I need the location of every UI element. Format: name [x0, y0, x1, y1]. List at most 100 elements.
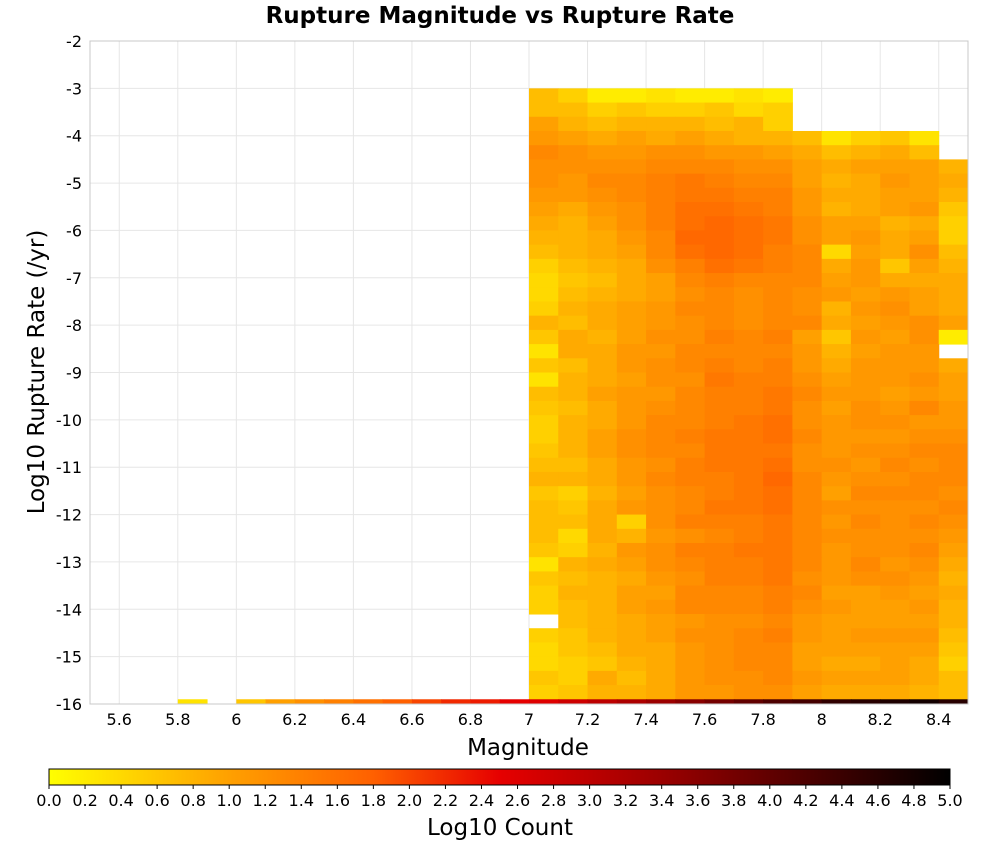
heatmap-cell [733, 159, 764, 175]
y-tick-label: -16 [56, 695, 82, 714]
heatmap-cell [558, 628, 589, 643]
heatmap-cell [529, 315, 559, 331]
heatmap-cell [646, 358, 676, 373]
heatmap-cell [675, 102, 706, 118]
colorbar-tick-label: 3.6 [685, 791, 710, 810]
heatmap-cell [821, 457, 852, 473]
heatmap-cell [558, 528, 589, 544]
heatmap-cell [529, 159, 559, 175]
heatmap-cell [646, 173, 676, 189]
heatmap-cell [763, 230, 793, 246]
heatmap-cell [909, 656, 940, 672]
heatmap-cell [616, 514, 647, 530]
heatmap-cell [704, 88, 735, 104]
heatmap-cell [792, 230, 823, 246]
heatmap-cell [763, 571, 793, 587]
heatmap-cell [733, 301, 764, 317]
heatmap-cell [909, 202, 940, 217]
heatmap-cell [675, 230, 706, 246]
heatmap-cell [733, 130, 764, 146]
heatmap-cell [938, 443, 969, 459]
heatmap-cell [909, 471, 940, 487]
heatmap-cell [909, 500, 940, 516]
heatmap-cell [646, 230, 676, 246]
heatmap-cell [763, 514, 793, 530]
heatmap-cell [529, 187, 559, 203]
heatmap-cell [558, 415, 589, 430]
heatmap-cell [616, 329, 647, 345]
heatmap-cell [558, 116, 589, 132]
colorbar-tick-label: 0.0 [36, 791, 61, 810]
heatmap-cell [558, 614, 589, 629]
heatmap-cell [880, 187, 910, 203]
heatmap-cell [558, 542, 589, 558]
heatmap-cell [558, 500, 589, 516]
heatmap-cell [587, 216, 618, 231]
heatmap-cell [938, 159, 969, 175]
heatmap-cell [850, 358, 881, 373]
heatmap-cell [587, 287, 618, 302]
heatmap-cell [792, 329, 823, 345]
heatmap-cell [704, 329, 735, 345]
y-axis-ticks: -2 -3 -4 -5 -6 -7 -8 -9 -10 -11 -12 -13 -14 -15 -16 [56, 32, 82, 714]
heatmap-cell [880, 628, 910, 643]
heatmap-cell [733, 386, 764, 402]
heatmap-cell [646, 415, 676, 430]
heatmap-cell [938, 315, 969, 331]
heatmap-cell [938, 287, 969, 302]
heatmap-cell [733, 329, 764, 345]
heatmap-cell [938, 457, 969, 473]
x-tick-label: 7.4 [633, 710, 658, 729]
heatmap-cell [646, 145, 676, 160]
heatmap-cell [938, 358, 969, 373]
heatmap-cell [558, 457, 589, 473]
heatmap-cell [646, 386, 676, 402]
heatmap-cell [938, 471, 969, 487]
heatmap-cell [880, 500, 910, 516]
heatmap-cell [850, 187, 881, 203]
heatmap-cell [733, 628, 764, 643]
heatmap-cell [529, 145, 559, 160]
heatmap-cell [704, 386, 735, 402]
heatmap-cell [675, 514, 706, 530]
heatmap-cell [704, 443, 735, 459]
heatmap-cell [558, 315, 589, 331]
heatmap-cell [938, 386, 969, 402]
heatmap-cell [792, 429, 823, 445]
heatmap-cell [792, 315, 823, 331]
heatmap-cell [675, 443, 706, 459]
heatmap-cell [675, 685, 706, 700]
heatmap-cell [938, 216, 969, 231]
heatmap-cell [763, 557, 793, 572]
heatmap-cell [880, 486, 910, 501]
heatmap-cell [909, 273, 940, 288]
heatmap-cell [704, 486, 735, 501]
heatmap-cell [704, 628, 735, 643]
heatmap-cell [850, 656, 881, 672]
heatmap-cell [880, 344, 910, 359]
heatmap-cell [704, 159, 735, 175]
heatmap-cell [821, 528, 852, 544]
heatmap-cell [587, 486, 618, 501]
heatmap-cell [587, 443, 618, 459]
heatmap-cell [938, 230, 969, 246]
heatmap-cell [763, 145, 793, 160]
heatmap-cell [646, 656, 676, 672]
heatmap-cell [909, 386, 940, 402]
heatmap-cell [909, 528, 940, 544]
heatmap-cell [909, 443, 940, 459]
heatmap-cell [763, 642, 793, 658]
heatmap-cell [821, 301, 852, 317]
heatmap-cell [558, 159, 589, 175]
heatmap-cell [675, 415, 706, 430]
heatmap-cell [646, 542, 676, 558]
heatmap-cell [675, 187, 706, 203]
heatmap-cell [558, 102, 589, 118]
heatmap-cell [792, 585, 823, 601]
heatmap-cell [675, 145, 706, 160]
heatmap-cell [909, 130, 940, 146]
heatmap-cell [909, 415, 940, 430]
heatmap-cell [880, 372, 910, 388]
heatmap-cell [850, 528, 881, 544]
heatmap-cell [880, 514, 910, 530]
